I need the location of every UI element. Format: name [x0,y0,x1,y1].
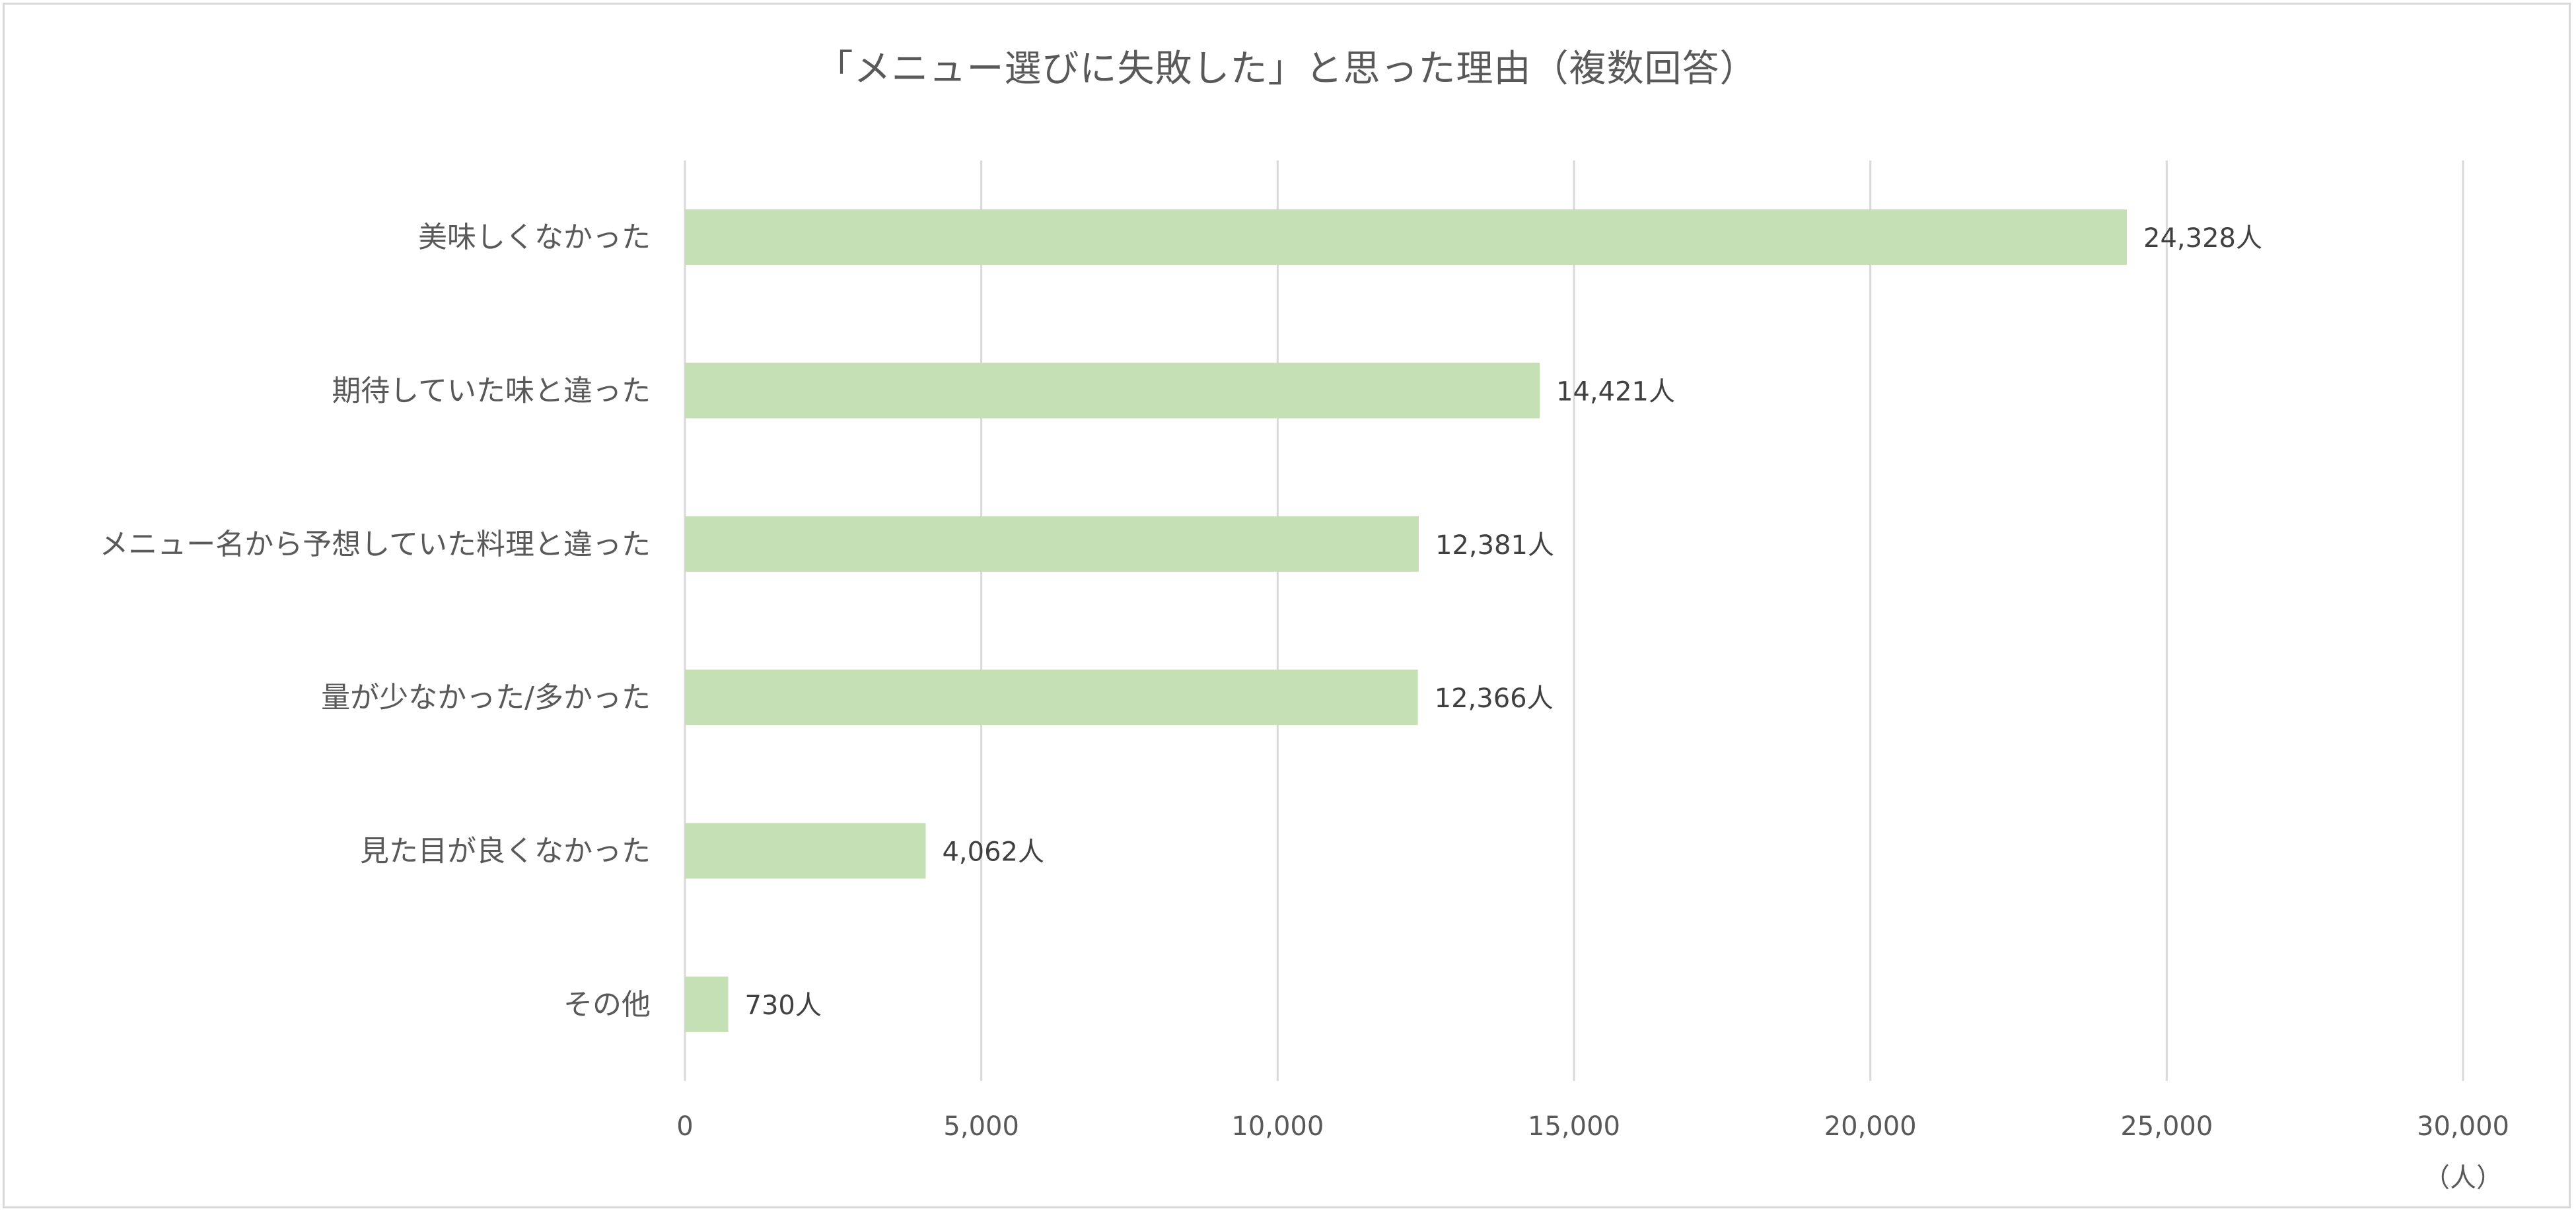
x-axis-unit-label: （人） [2423,1163,2503,1193]
x-tick-label: 10,000 [1231,1111,1324,1142]
bar [685,823,926,879]
x-tick-label: 15,000 [1528,1111,1620,1142]
bar [685,363,1540,419]
bar-chart-plot: 0 5,000 10,000 15,000 20,000 25,000 30,000 美味しく… [99,160,2509,1193]
category-label: メニュー名から予想していた料理と違った [99,528,651,561]
data-label: 14,421人 [1556,377,1675,407]
x-tick-label: 25,000 [2120,1111,2213,1142]
data-label: 12,366人 [1435,683,1554,714]
data-label: 12,381人 [1435,530,1554,561]
chart-title: 「メニュー選びに失敗した」と思った理由（複数回答） [816,48,1758,90]
category-label: 量が少なかった/多かった [321,681,651,714]
x-tick-label: 20,000 [1824,1111,1917,1142]
bar [685,516,1419,572]
category-label: その他 [563,988,651,1022]
data-label: 24,328人 [2143,223,2262,254]
category-label: 美味しくなかった [418,221,651,254]
chart-frame: 「メニュー選びに失敗した」と思った理由（複数回答） 0 5,000 10,000 15… [3,3,2571,1208]
data-label: 730人 [745,990,822,1021]
data-label: 4,062人 [942,837,1044,868]
category-label: 見た目が良くなかった [360,835,651,868]
bar [685,670,1418,726]
bar [685,209,2128,265]
x-tick-label: 30,000 [2417,1111,2509,1142]
bar [685,976,729,1032]
x-tick-label: 5,000 [943,1111,1019,1142]
x-tick-label: 0 [676,1111,693,1142]
category-label: 期待していた味と違った [332,374,651,408]
